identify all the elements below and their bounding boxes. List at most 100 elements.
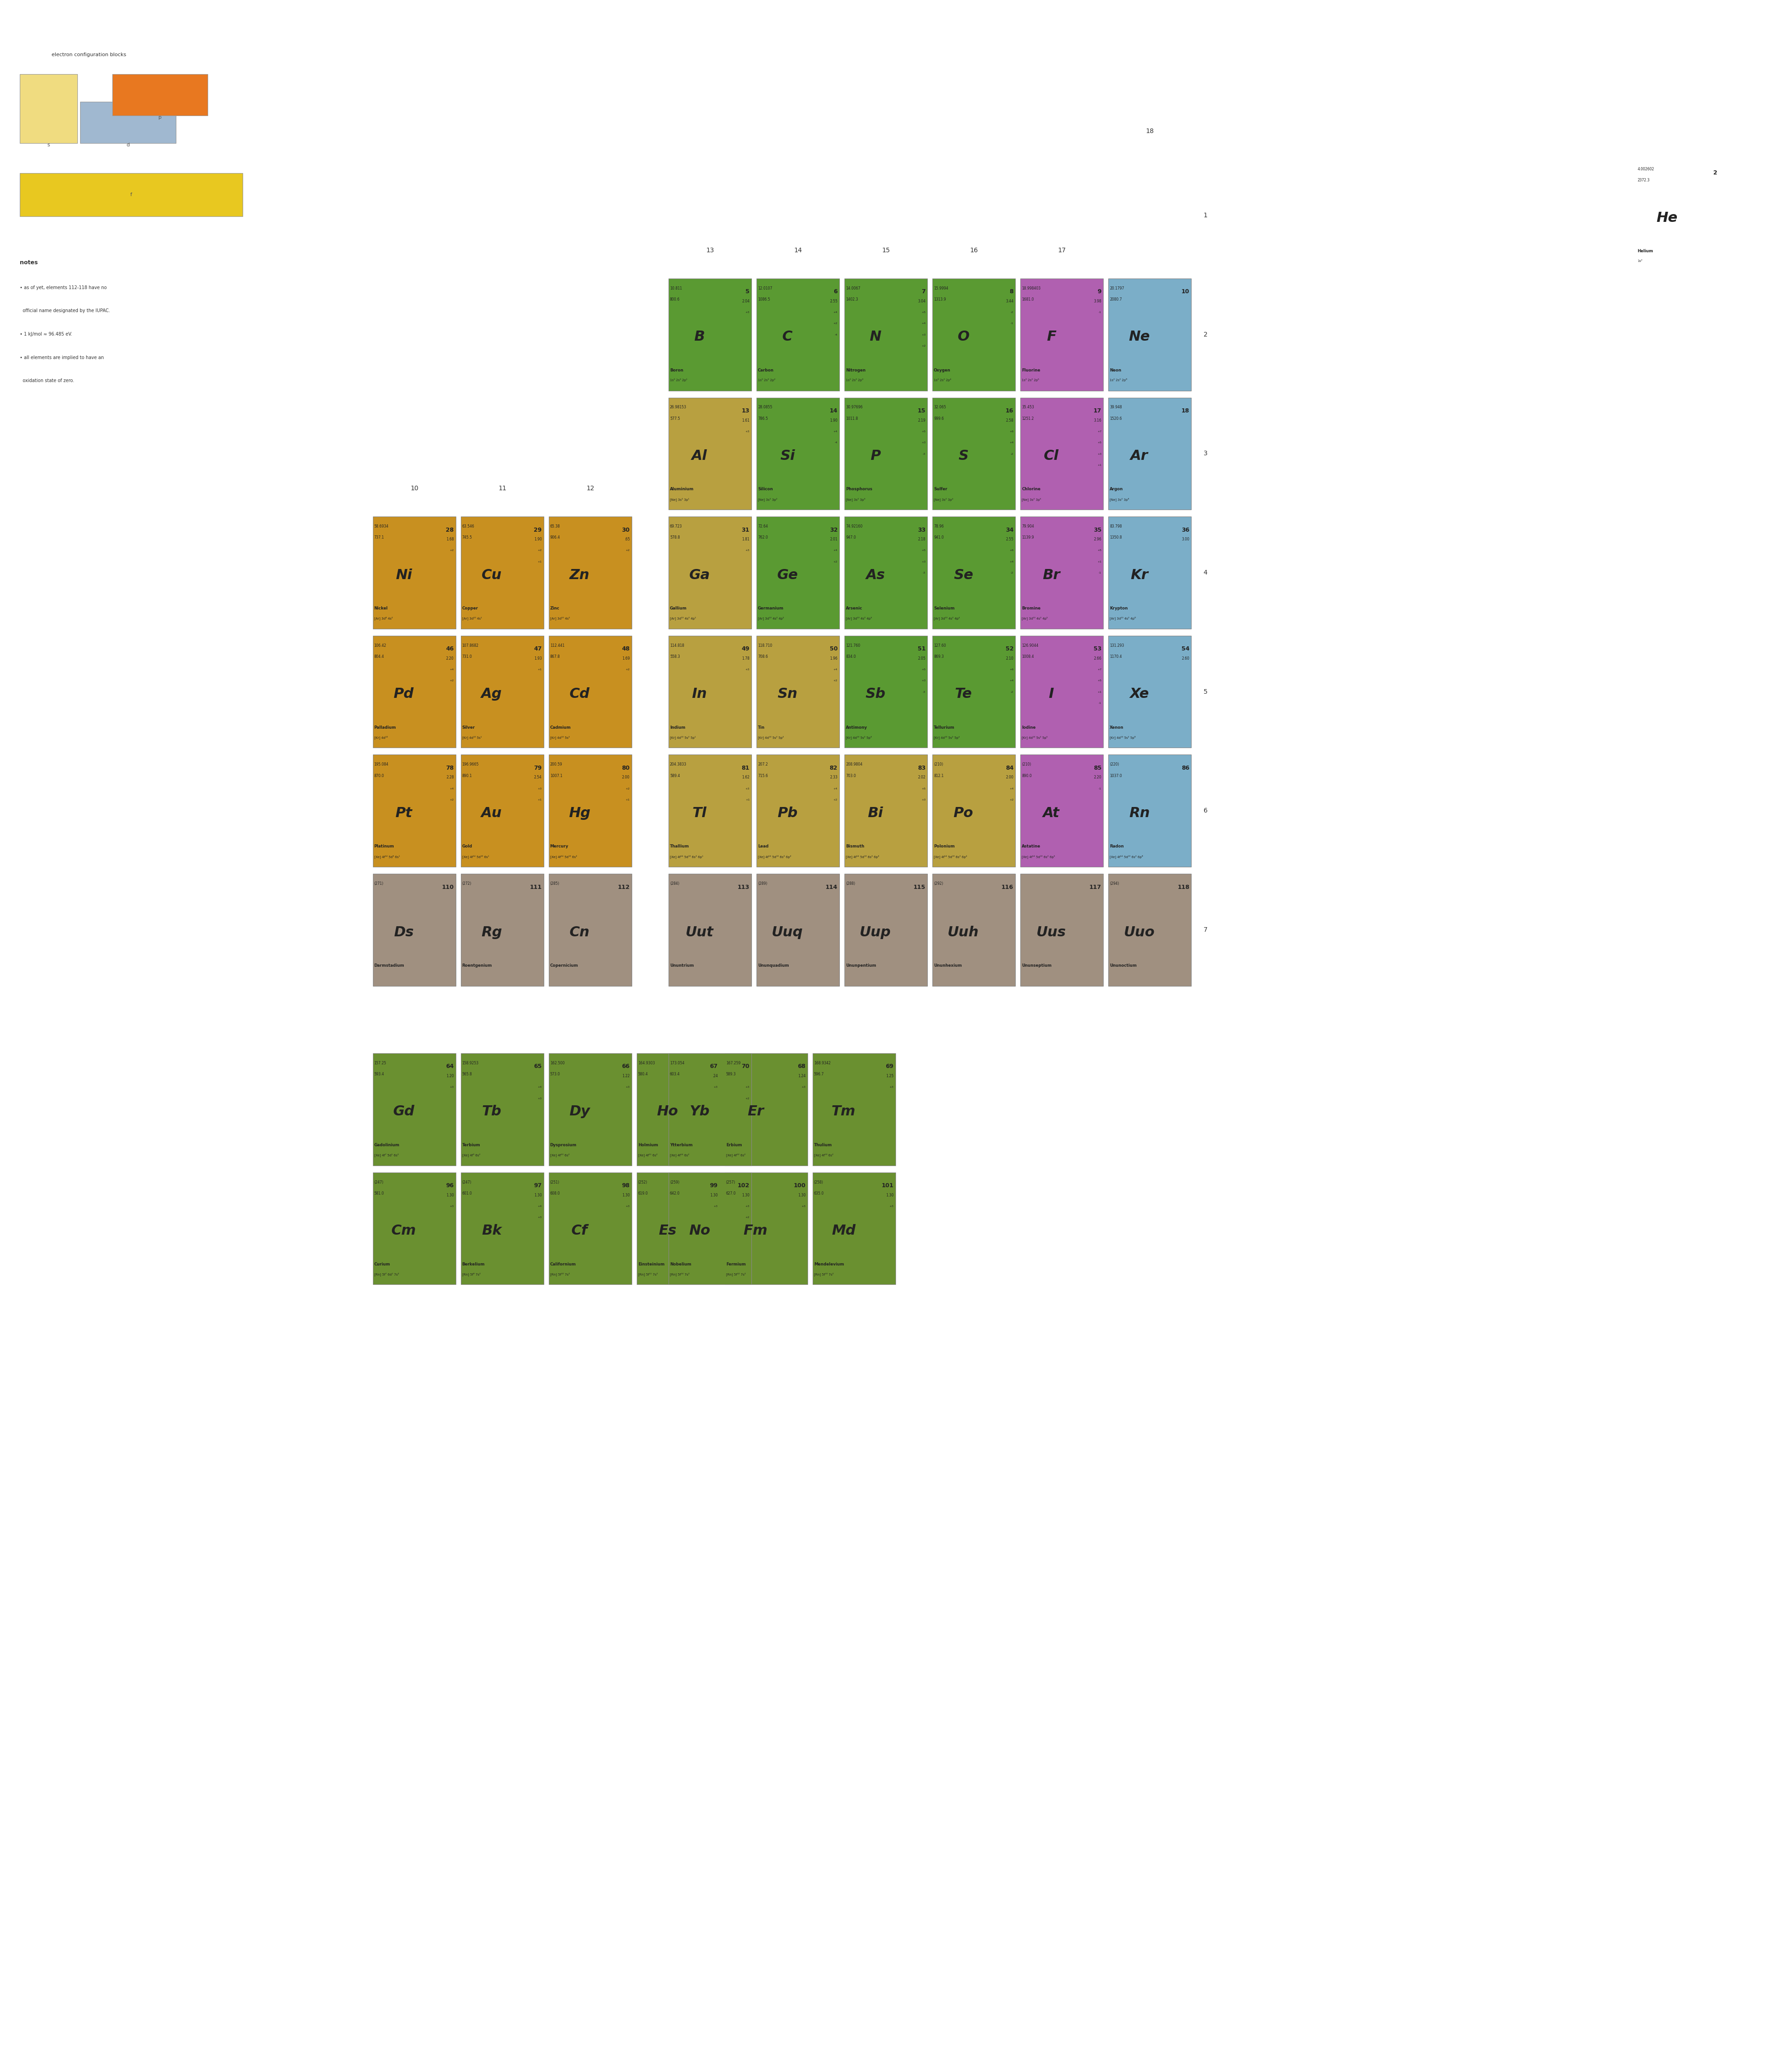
FancyBboxPatch shape bbox=[668, 754, 751, 866]
Text: +4: +4 bbox=[921, 323, 925, 325]
Text: 2.04: 2.04 bbox=[742, 298, 749, 303]
Text: 804.4: 804.4 bbox=[375, 655, 383, 659]
Text: f: f bbox=[131, 193, 133, 197]
Text: 66: 66 bbox=[622, 1063, 629, 1069]
Text: -2: -2 bbox=[1011, 454, 1014, 456]
Text: 83: 83 bbox=[918, 765, 925, 771]
Text: 48: 48 bbox=[622, 646, 629, 653]
Text: 589.4: 589.4 bbox=[670, 773, 679, 777]
Text: Bismuth: Bismuth bbox=[846, 845, 864, 850]
Text: Sn: Sn bbox=[778, 688, 797, 700]
Text: 1011.8: 1011.8 bbox=[846, 416, 858, 421]
Text: O: O bbox=[957, 329, 969, 344]
Text: 3.16: 3.16 bbox=[1093, 419, 1102, 423]
Text: 9: 9 bbox=[1097, 288, 1102, 294]
Text: +2: +2 bbox=[833, 680, 837, 682]
FancyBboxPatch shape bbox=[668, 278, 751, 392]
Text: -1: -1 bbox=[1098, 311, 1102, 313]
Text: +1: +1 bbox=[1097, 562, 1102, 564]
Text: In: In bbox=[692, 688, 708, 700]
Text: • as of yet, elements 112-118 have no: • as of yet, elements 112-118 have no bbox=[20, 286, 108, 290]
FancyBboxPatch shape bbox=[461, 874, 543, 986]
Text: Terbium: Terbium bbox=[462, 1144, 480, 1148]
Text: Tm: Tm bbox=[831, 1104, 855, 1119]
Text: 15: 15 bbox=[918, 408, 925, 414]
Text: 589.3: 589.3 bbox=[726, 1071, 737, 1075]
Text: (272): (272) bbox=[462, 881, 471, 885]
Text: Chlorine: Chlorine bbox=[1021, 487, 1041, 491]
Text: 96: 96 bbox=[446, 1183, 453, 1189]
Text: 1.69: 1.69 bbox=[622, 657, 629, 661]
Text: [Kr] 4d¹⁰ 5s¹: [Kr] 4d¹⁰ 5s¹ bbox=[462, 736, 482, 740]
Text: [Ar] 3d¹⁰ 4s² 4p³: [Ar] 3d¹⁰ 4s² 4p³ bbox=[846, 617, 873, 620]
Text: +3: +3 bbox=[713, 1206, 719, 1208]
Text: 708.6: 708.6 bbox=[758, 655, 769, 659]
Text: 1.25: 1.25 bbox=[885, 1073, 894, 1077]
Text: Neon: Neon bbox=[1109, 369, 1122, 373]
Text: (292): (292) bbox=[934, 881, 943, 885]
FancyBboxPatch shape bbox=[1020, 636, 1104, 748]
Text: +3: +3 bbox=[745, 549, 749, 551]
Text: [Xe] 4f⁷ 5d¹ 6s²: [Xe] 4f⁷ 5d¹ 6s² bbox=[375, 1154, 398, 1156]
Text: Tin: Tin bbox=[758, 725, 765, 729]
Text: 870.0: 870.0 bbox=[375, 773, 383, 777]
Text: 65.38: 65.38 bbox=[550, 524, 561, 528]
FancyBboxPatch shape bbox=[844, 636, 928, 748]
Text: 18: 18 bbox=[1145, 128, 1154, 135]
Text: 593.4: 593.4 bbox=[375, 1071, 383, 1075]
Text: 14: 14 bbox=[830, 408, 837, 414]
Text: +3: +3 bbox=[745, 431, 749, 433]
Text: 106.42: 106.42 bbox=[375, 644, 387, 649]
Text: 1.68: 1.68 bbox=[446, 537, 453, 541]
Text: +5: +5 bbox=[921, 311, 925, 313]
Text: 3: 3 bbox=[1204, 450, 1208, 456]
Text: Bromine: Bromine bbox=[1021, 607, 1041, 611]
FancyBboxPatch shape bbox=[724, 1053, 808, 1164]
FancyBboxPatch shape bbox=[548, 636, 631, 748]
Text: 1.81: 1.81 bbox=[742, 537, 749, 541]
FancyBboxPatch shape bbox=[548, 1173, 631, 1285]
Text: 737.1: 737.1 bbox=[375, 535, 383, 539]
Text: (247): (247) bbox=[462, 1181, 471, 1185]
Text: Roentgenium: Roentgenium bbox=[462, 963, 493, 968]
Text: +3: +3 bbox=[921, 334, 925, 336]
Text: [Rn] 5f¹² 7s²: [Rn] 5f¹² 7s² bbox=[726, 1272, 745, 1276]
Text: 2.33: 2.33 bbox=[830, 775, 837, 779]
FancyBboxPatch shape bbox=[636, 1173, 720, 1285]
Text: 1.61: 1.61 bbox=[742, 419, 749, 423]
FancyBboxPatch shape bbox=[1109, 636, 1192, 748]
Text: Berkelium: Berkelium bbox=[462, 1262, 486, 1266]
Text: F: F bbox=[1047, 329, 1055, 344]
Text: 642.0: 642.0 bbox=[670, 1191, 679, 1196]
FancyBboxPatch shape bbox=[548, 874, 631, 986]
Text: C: C bbox=[783, 329, 792, 344]
Text: +2: +2 bbox=[625, 669, 629, 671]
Text: 2.28: 2.28 bbox=[446, 775, 453, 779]
Text: Fermium: Fermium bbox=[726, 1262, 745, 1266]
FancyBboxPatch shape bbox=[113, 75, 208, 116]
Text: +3: +3 bbox=[450, 1206, 453, 1208]
Text: 869.3: 869.3 bbox=[934, 655, 944, 659]
Text: 79.904: 79.904 bbox=[1021, 524, 1034, 528]
Text: +1: +1 bbox=[745, 798, 749, 802]
FancyBboxPatch shape bbox=[932, 874, 1016, 986]
Text: 731.0: 731.0 bbox=[462, 655, 471, 659]
Text: 200.59: 200.59 bbox=[550, 762, 563, 767]
Text: +3: +3 bbox=[713, 1086, 719, 1088]
Text: 84: 84 bbox=[1005, 765, 1014, 771]
FancyBboxPatch shape bbox=[844, 754, 928, 866]
Text: Mercury: Mercury bbox=[550, 845, 568, 850]
Text: Fm: Fm bbox=[744, 1225, 767, 1237]
Text: (257): (257) bbox=[726, 1181, 735, 1185]
Text: +3: +3 bbox=[538, 1098, 541, 1100]
Text: 1.30: 1.30 bbox=[534, 1193, 541, 1198]
Text: +5: +5 bbox=[921, 431, 925, 433]
Text: Holmium: Holmium bbox=[638, 1144, 658, 1148]
Text: +6: +6 bbox=[1009, 431, 1014, 433]
Text: [Xe] 4f¹⁴ 5d¹⁰ 6s² 6p⁴: [Xe] 4f¹⁴ 5d¹⁰ 6s² 6p⁴ bbox=[934, 856, 968, 858]
Text: [Rn] 5f⁷ 6d¹ 7s²: [Rn] 5f⁷ 6d¹ 7s² bbox=[375, 1272, 400, 1276]
Text: Platinum: Platinum bbox=[375, 845, 394, 850]
Text: 999.6: 999.6 bbox=[934, 416, 944, 421]
FancyBboxPatch shape bbox=[461, 754, 543, 866]
Text: Ho: Ho bbox=[658, 1104, 679, 1119]
